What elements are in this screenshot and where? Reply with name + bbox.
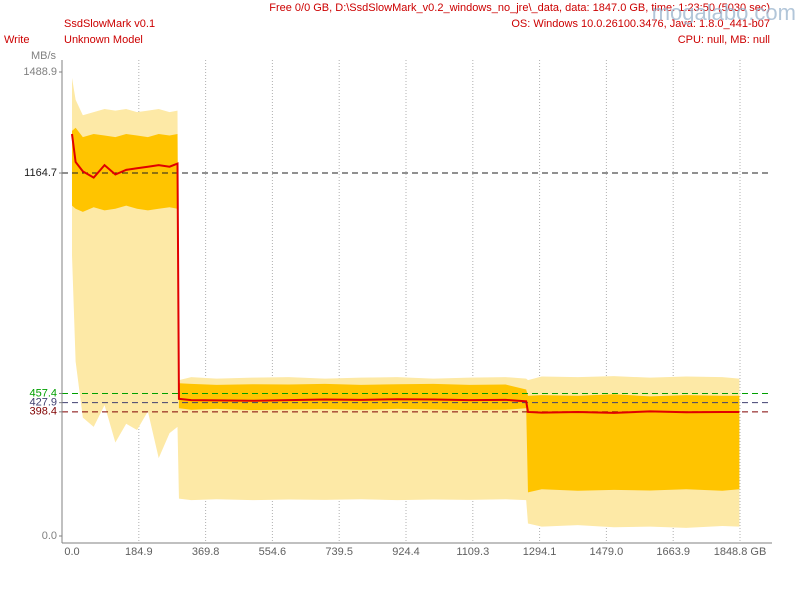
header-line: Free 0/0 GB, D:\SsdSlowMark_v0.2_windows… xyxy=(269,2,770,14)
x-tick-label: 1663.9 xyxy=(656,546,690,558)
y-tick-label: 1488.9 xyxy=(23,66,57,78)
y-tick-label: 427.9 xyxy=(29,397,57,409)
x-tick-label: 0.0 xyxy=(64,546,79,558)
x-tick-label: 554.6 xyxy=(259,546,287,558)
y-tick-label: 398.4 xyxy=(29,406,57,418)
x-tick-label: 739.5 xyxy=(325,546,353,558)
y-tick-label: 1164.7 xyxy=(24,167,57,179)
series-line xyxy=(71,133,740,414)
y-tick-label: 457.4 xyxy=(29,387,57,399)
x-tick-label: 924.4 xyxy=(392,546,420,558)
mode-label: Write xyxy=(4,34,29,46)
x-tick-label: 369.8 xyxy=(192,546,220,558)
x-tick-label: 1294.1 xyxy=(523,546,557,558)
x-tick-label: 1479.0 xyxy=(590,546,624,558)
x-tick-label: 184.9 xyxy=(125,546,153,558)
x-tick-label: 1109.3 xyxy=(456,546,489,558)
watermark: mogalabo.com xyxy=(652,0,796,25)
header-line: OS: Windows 10.0.26100.3476, Java: 1.8.0… xyxy=(511,18,770,30)
model-label: Unknown Model xyxy=(64,34,143,46)
y-tick-label: 0.0 xyxy=(42,530,57,542)
x-tick-label: 1848.8 GB xyxy=(714,546,767,558)
header-line: CPU: null, MB: null xyxy=(678,34,770,46)
chart-title: SsdSlowMark v0.1 xyxy=(64,18,155,30)
y-axis-label: MB/s xyxy=(31,50,57,62)
